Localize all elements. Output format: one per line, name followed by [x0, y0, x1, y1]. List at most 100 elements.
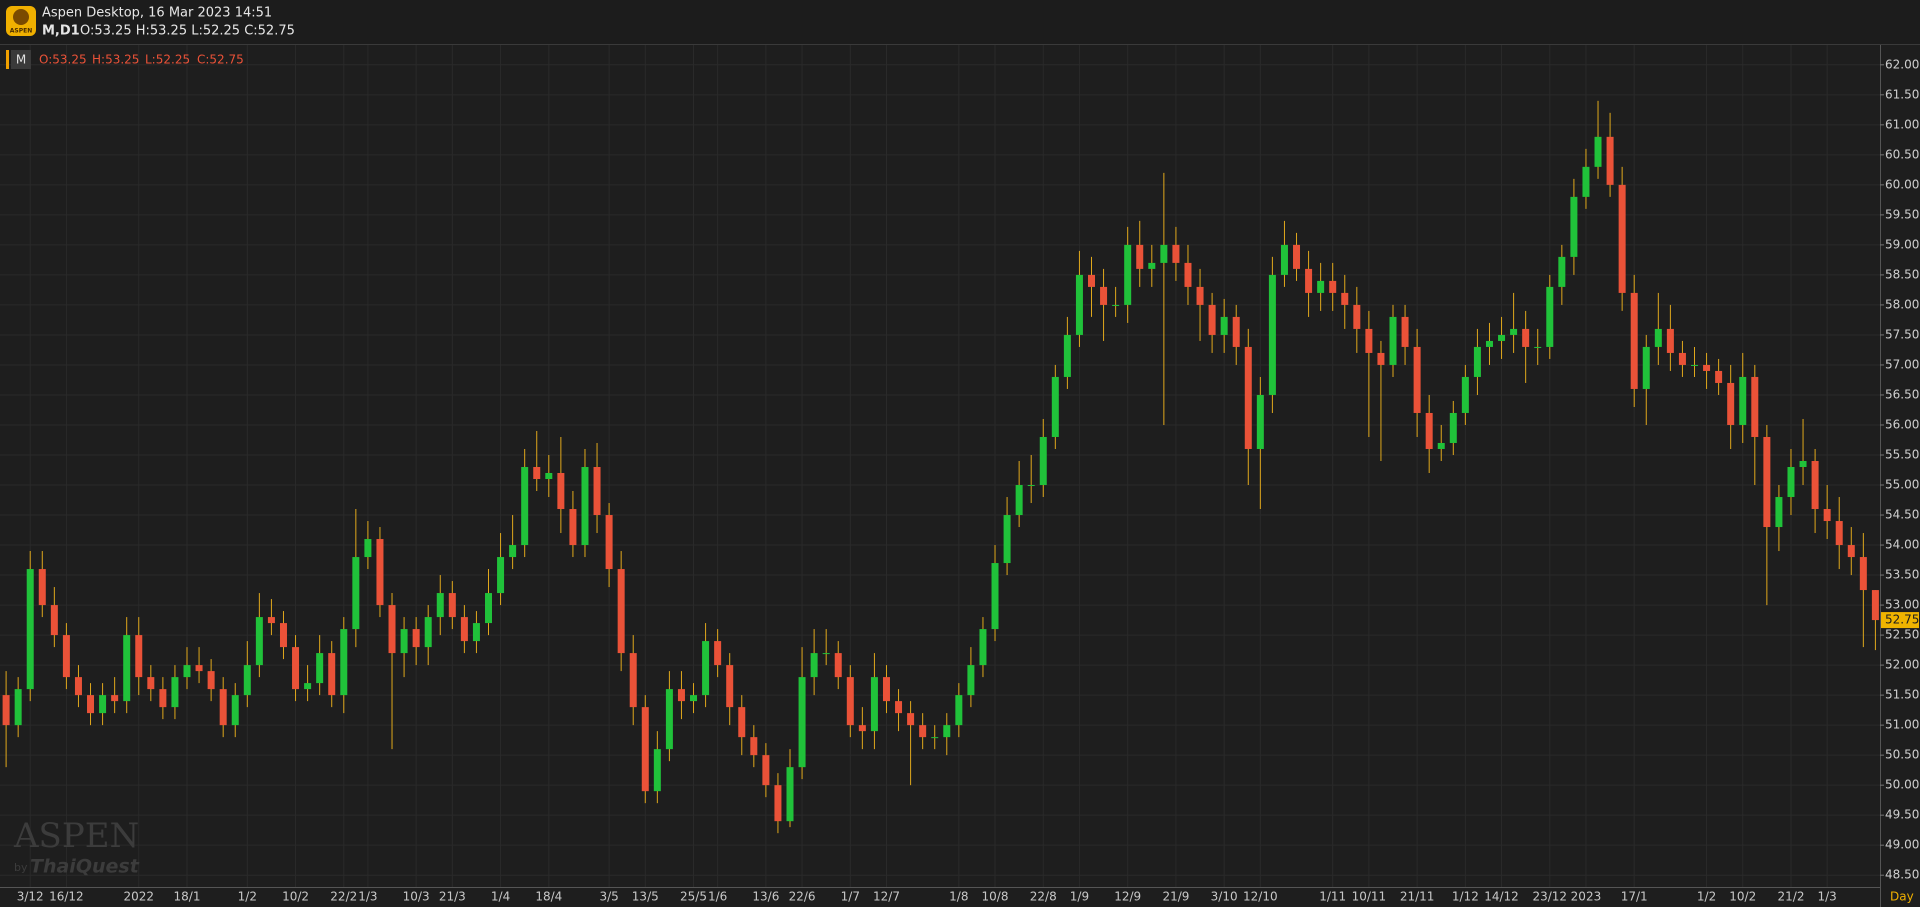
legend-open: O:53.25 — [39, 53, 87, 67]
candle-body — [1377, 352, 1385, 365]
logo-text: ASPEN — [10, 28, 32, 35]
x-tick-label: 1/2 — [238, 890, 257, 904]
candle-body — [74, 677, 82, 696]
candle-body — [1859, 557, 1867, 591]
candle-body — [1051, 376, 1059, 437]
candle-body — [460, 617, 468, 642]
candle-body — [1594, 136, 1602, 167]
candle-body — [798, 677, 806, 768]
candle-body — [762, 755, 770, 786]
candle-body — [1100, 286, 1108, 305]
legend-close: C:52.75 — [197, 53, 244, 67]
candle-body — [1220, 316, 1228, 335]
x-tick-label: 25/5 — [680, 890, 707, 904]
x-tick-label: 14/12 — [1484, 890, 1519, 904]
x-tick-label: 10/11 — [1352, 890, 1387, 904]
x-tick-label: 23/12 — [1532, 890, 1567, 904]
candle-body — [1473, 346, 1481, 377]
candle-body — [1751, 376, 1759, 437]
candle-body — [533, 467, 541, 480]
candle-body — [605, 515, 613, 570]
y-tick-label: 60.00 — [1885, 177, 1919, 191]
candle-body — [750, 737, 758, 756]
x-unit: Day — [1890, 890, 1914, 904]
candle-body — [1317, 280, 1325, 293]
candle-body — [364, 539, 372, 558]
y-tick-label: 51.00 — [1885, 718, 1919, 732]
candle-body — [774, 785, 782, 822]
candle-body — [2, 695, 10, 726]
x-tick-label: 1/2 — [1697, 890, 1716, 904]
candle-body — [726, 665, 734, 708]
x-tick-label: 10/2 — [1729, 890, 1756, 904]
x-tick-label: 3/10 — [1211, 890, 1238, 904]
candle-body — [1280, 244, 1288, 275]
x-tick-label: 2023 — [1571, 890, 1602, 904]
x-tick-label: 21/11 — [1400, 890, 1435, 904]
y-tick-label: 56.00 — [1885, 417, 1919, 431]
watermark-brand: ASPEN — [13, 816, 139, 856]
candle-body — [1727, 382, 1735, 425]
candle-body — [255, 617, 263, 666]
candle-body — [1015, 485, 1023, 516]
candle-body — [1570, 196, 1578, 257]
x-tick-label: 1/3 — [1818, 890, 1837, 904]
x-tick-label: 22/2 — [330, 890, 357, 904]
x-tick-label: 3/5 — [599, 890, 618, 904]
candle-body — [641, 707, 649, 792]
grid — [0, 45, 1880, 887]
candle-body — [1075, 274, 1083, 335]
candle-body — [617, 569, 625, 654]
candle-body — [1413, 346, 1421, 413]
candle-body — [1365, 328, 1373, 353]
candle-body — [545, 473, 553, 480]
candle-body — [858, 725, 866, 732]
candle-body — [1244, 346, 1252, 449]
candle-body — [955, 695, 963, 726]
candle-body — [665, 689, 673, 750]
y-tick-label: 59.50 — [1885, 207, 1919, 221]
legend-low: L:52.25 — [145, 53, 190, 67]
candle-body — [183, 665, 191, 678]
candle-body — [123, 635, 131, 702]
legend-high: H:53.25 — [92, 53, 139, 67]
candle-body — [1534, 346, 1542, 348]
candle-body — [569, 509, 577, 546]
candle-body — [472, 623, 480, 642]
candle-body — [1256, 394, 1264, 449]
candle-body — [1039, 436, 1047, 486]
candle-body — [1522, 328, 1530, 347]
candle-body — [38, 569, 46, 606]
y-tick-label: 55.50 — [1885, 447, 1919, 461]
x-tick-label: 12/10 — [1243, 890, 1278, 904]
candle-body — [1558, 256, 1566, 287]
y-tick-label: 52.00 — [1885, 658, 1919, 672]
candle-body — [99, 695, 107, 714]
x-tick-label: 3/12 — [17, 890, 44, 904]
candle-body — [991, 563, 999, 630]
y-tick-label: 54.00 — [1885, 538, 1919, 552]
x-tick-label: 13/5 — [632, 890, 659, 904]
candle-body — [87, 695, 95, 714]
candle-body — [1353, 304, 1361, 329]
x-tick-label: 21/9 — [1162, 890, 1189, 904]
candle-body — [557, 473, 565, 510]
candle-body — [653, 749, 661, 792]
candle-body — [159, 689, 167, 708]
candle-body — [979, 629, 987, 666]
candle-body — [1811, 460, 1819, 510]
last-price-tag — [1881, 612, 1919, 629]
candle-body — [195, 665, 203, 672]
candle-body — [352, 557, 360, 630]
candle-body — [1172, 244, 1180, 263]
candle-body — [376, 539, 384, 606]
candle-body — [1461, 376, 1469, 413]
app-title: Aspen Desktop, 16 Mar 2023 14:51 — [42, 6, 272, 21]
candle-body — [1498, 334, 1506, 341]
candle-body — [14, 689, 22, 726]
y-tick-label: 61.00 — [1885, 117, 1919, 131]
candle-body — [62, 635, 70, 678]
y-tick-label: 51.50 — [1885, 688, 1919, 702]
candle-body — [219, 689, 227, 726]
